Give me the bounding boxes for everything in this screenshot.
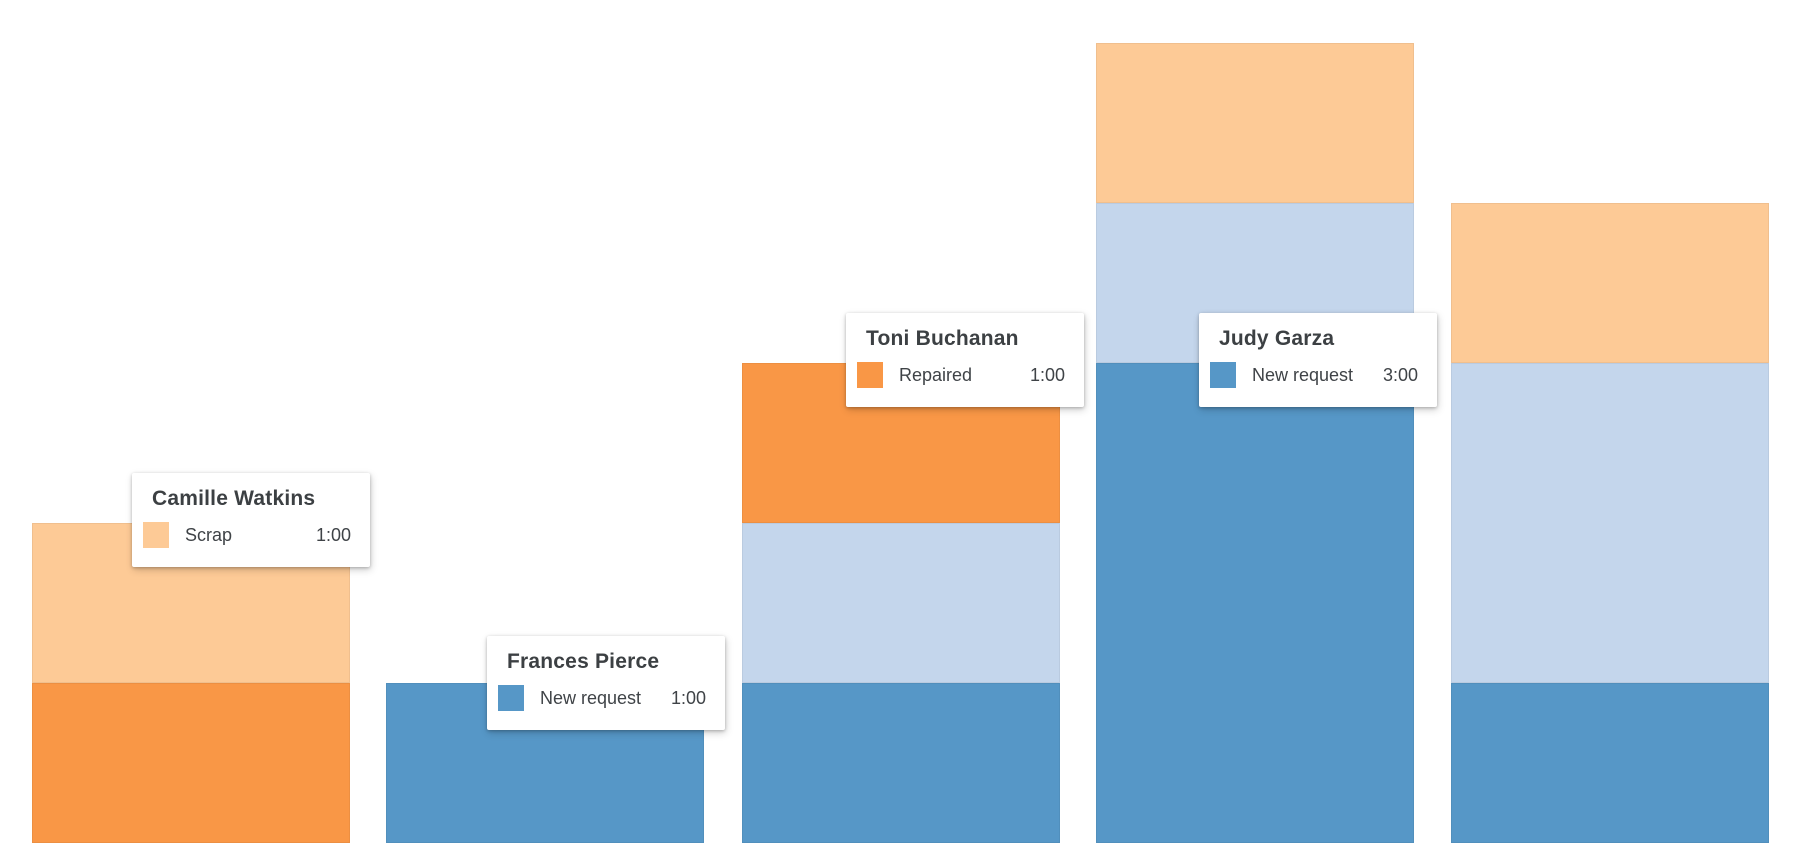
tooltip-row: New request 1:00	[487, 685, 725, 711]
tooltip-status-label: Repaired	[899, 364, 973, 385]
tooltip-title: Camille Watkins	[152, 487, 316, 510]
tooltip-title: Toni Buchanan	[866, 327, 1019, 350]
bar-5	[1451, 203, 1769, 843]
bar-3	[742, 363, 1060, 843]
tooltip-card-camille-watkins: Camille Watkins Scrap 1:00	[132, 473, 370, 567]
bar-4-segment-new-request[interactable]	[1096, 363, 1414, 843]
bar-5-segment-scrap[interactable]	[1451, 203, 1769, 363]
tooltip-card-judy-garza: Judy Garza New request 3:00	[1199, 313, 1437, 407]
bar-3-segment-new-request[interactable]	[742, 683, 1060, 843]
bar-1	[32, 523, 350, 843]
bar-3-segment-unlabeled[interactable]	[742, 523, 1060, 683]
bar-5-segment-unlabeled[interactable]	[1451, 363, 1769, 683]
bar-5-segment-new-request[interactable]	[1451, 683, 1769, 843]
tooltip-duration-value: 3:00	[1382, 364, 1418, 385]
tooltip-duration-value: 1:00	[670, 687, 706, 708]
bar-4-segment-scrap[interactable]	[1096, 43, 1414, 203]
status-swatch-new-request	[1210, 362, 1236, 388]
tooltip-card-toni-buchanan: Toni Buchanan Repaired 1:00	[846, 313, 1084, 407]
tooltip-title: Frances Pierce	[507, 650, 660, 673]
status-swatch-new-request	[498, 685, 524, 711]
tooltip-status-label: New request	[1252, 364, 1354, 385]
tooltip-title: Judy Garza	[1219, 327, 1335, 350]
tooltip-card-frances-pierce: Frances Pierce New request 1:00	[487, 636, 725, 730]
tooltip-row: Repaired 1:00	[846, 362, 1084, 388]
tooltip-status-label: New request	[540, 687, 642, 708]
tooltip-row: New request 3:00	[1199, 362, 1437, 388]
tooltip-status-label: Scrap	[185, 524, 233, 545]
bar-1-segment-repaired[interactable]	[32, 683, 350, 843]
tooltip-duration-value: 1:00	[315, 524, 351, 545]
bar-4	[1096, 43, 1414, 843]
status-swatch-scrap	[143, 522, 169, 548]
tooltip-duration-value: 1:00	[1029, 364, 1065, 385]
tooltip-row: Scrap 1:00	[132, 522, 370, 548]
status-swatch-repaired	[857, 362, 883, 388]
